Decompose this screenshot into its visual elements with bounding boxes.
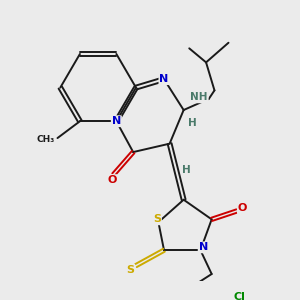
Text: N: N bbox=[112, 116, 121, 126]
Text: H: H bbox=[188, 118, 197, 128]
Text: N: N bbox=[159, 74, 169, 84]
Text: H: H bbox=[182, 165, 191, 175]
Text: S: S bbox=[153, 214, 161, 224]
Text: Cl: Cl bbox=[234, 292, 246, 300]
Text: NH: NH bbox=[190, 92, 208, 102]
Text: O: O bbox=[238, 203, 247, 213]
Text: S: S bbox=[126, 265, 134, 275]
Text: CH₃: CH₃ bbox=[36, 135, 55, 144]
Text: O: O bbox=[107, 175, 117, 185]
Text: N: N bbox=[199, 242, 208, 252]
